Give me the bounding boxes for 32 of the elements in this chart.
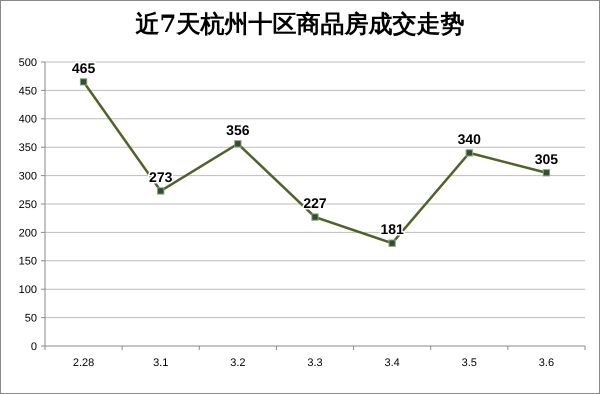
point (388, 240, 396, 247)
x-tick-label: 3.6 (538, 357, 554, 369)
x-tick-label: 3.3 (307, 357, 323, 369)
y-tick-label: 200 (18, 227, 37, 240)
y-tick-label: 400 (18, 114, 37, 126)
y-tick-label: 0 (30, 340, 37, 353)
y-tick-label: 100 (18, 284, 37, 296)
y-tick-label: 500 (18, 56, 37, 69)
x-tick-label: 3.5 (462, 357, 477, 369)
data-label: 465 (72, 60, 96, 76)
y-tick-label: 300 (18, 170, 37, 182)
data-label: 227 (303, 195, 327, 212)
data-label: 181 (380, 221, 404, 238)
point (157, 187, 164, 195)
data-label: 356 (226, 122, 250, 138)
x-tick-label: 3.2 (230, 357, 246, 369)
x-tick-label: 2.28 (72, 357, 94, 369)
data-label: 305 (534, 150, 558, 167)
point (234, 140, 242, 148)
point (311, 213, 319, 221)
point (466, 149, 473, 157)
point (542, 169, 550, 176)
x-tick-label: 3.1 (153, 357, 168, 369)
point (80, 78, 88, 86)
data-label: 340 (458, 130, 482, 147)
y-tick-label: 350 (18, 142, 37, 154)
y-tick-label: 450 (18, 85, 37, 98)
x-tick-label: 3.4 (384, 357, 400, 369)
y-tick-label: 50 (24, 312, 37, 324)
chart-title: 近7天杭州十区商品房成交走势 (136, 9, 464, 38)
y-tick-label: 250 (18, 198, 37, 211)
y-tick-label: 150 (18, 256, 37, 268)
